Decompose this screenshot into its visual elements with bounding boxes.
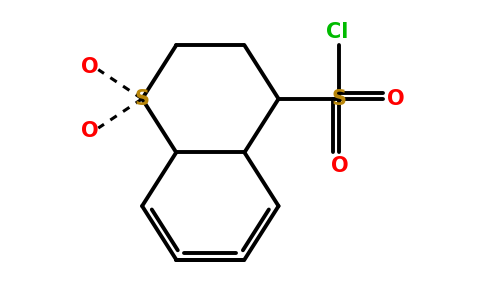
Text: O: O — [387, 89, 404, 109]
Text: S: S — [135, 89, 150, 109]
Text: Cl: Cl — [326, 22, 348, 42]
Text: O: O — [81, 57, 98, 77]
Text: O: O — [81, 121, 98, 140]
Text: O: O — [331, 156, 348, 176]
Text: S: S — [332, 89, 347, 109]
